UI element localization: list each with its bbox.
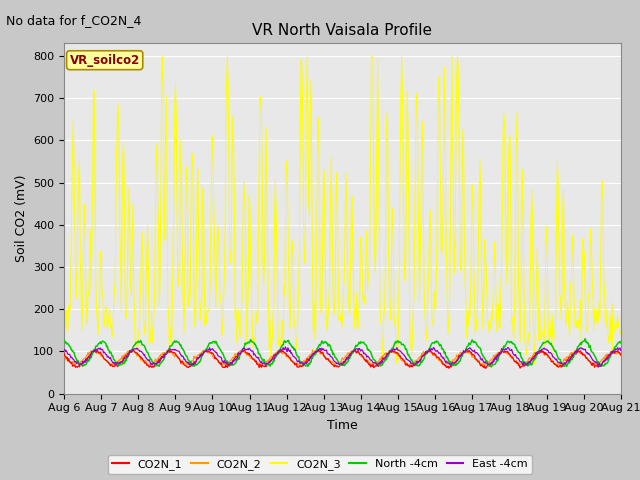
X-axis label: Time: Time (327, 419, 358, 432)
Text: No data for f_CO2N_4: No data for f_CO2N_4 (6, 14, 142, 27)
Legend: CO2N_1, CO2N_2, CO2N_3, North -4cm, East -4cm: CO2N_1, CO2N_2, CO2N_3, North -4cm, East… (108, 455, 532, 474)
Text: VR_soilco2: VR_soilco2 (70, 54, 140, 67)
Title: VR North Vaisala Profile: VR North Vaisala Profile (252, 23, 433, 38)
Y-axis label: Soil CO2 (mV): Soil CO2 (mV) (15, 175, 28, 262)
